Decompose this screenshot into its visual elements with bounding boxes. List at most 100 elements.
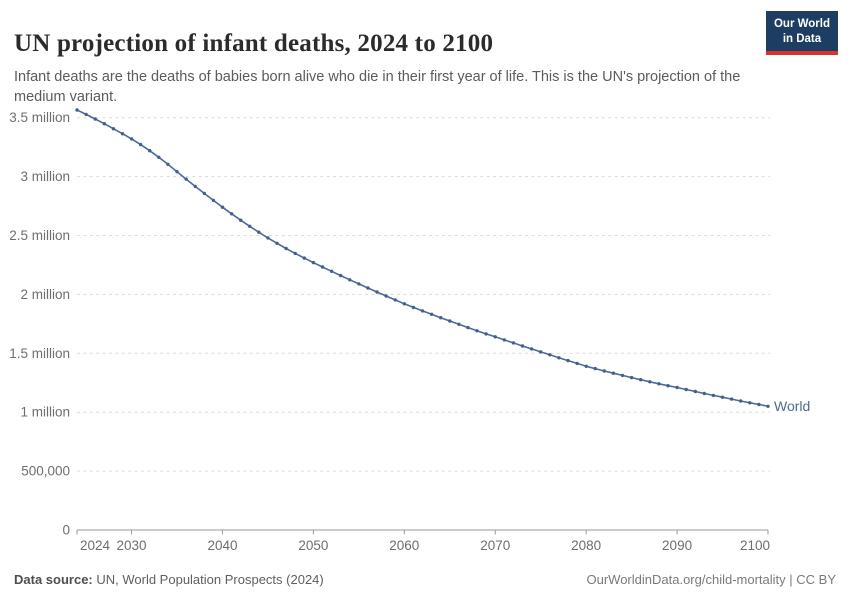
data-point[interactable] xyxy=(120,132,125,136)
data-point[interactable] xyxy=(366,286,370,290)
data-point[interactable] xyxy=(484,332,488,336)
data-point[interactable] xyxy=(529,347,534,351)
data-point[interactable] xyxy=(429,312,434,316)
data-point[interactable] xyxy=(329,269,334,273)
data-point[interactable] xyxy=(648,380,652,384)
data-point[interactable] xyxy=(211,198,216,203)
data-point[interactable] xyxy=(229,212,234,216)
data-point[interactable] xyxy=(666,384,670,388)
data-point[interactable] xyxy=(611,371,616,375)
data-point[interactable] xyxy=(511,341,516,345)
data-point[interactable] xyxy=(293,251,297,256)
y-axis-label: 1 million xyxy=(20,405,70,420)
data-source-text: UN, World Population Prospects (2024) xyxy=(92,572,324,587)
data-point[interactable] xyxy=(466,325,470,330)
data-point[interactable] xyxy=(739,399,743,403)
data-point[interactable] xyxy=(202,191,206,196)
data-point[interactable] xyxy=(166,162,170,166)
data-point[interactable] xyxy=(684,387,688,392)
data-point[interactable] xyxy=(639,378,643,382)
y-axis-label: 500,000 xyxy=(21,464,70,479)
data-point[interactable] xyxy=(402,302,406,306)
data-point[interactable] xyxy=(457,322,461,326)
data-point[interactable] xyxy=(766,404,770,408)
data-point[interactable] xyxy=(702,391,706,396)
owid-logo-line2: in Data xyxy=(782,33,822,46)
data-point[interactable] xyxy=(239,218,243,222)
x-axis-label: 2040 xyxy=(207,538,237,553)
data-point[interactable] xyxy=(475,329,479,333)
data-point[interactable] xyxy=(620,373,625,378)
data-point[interactable] xyxy=(320,265,325,269)
data-point[interactable] xyxy=(184,177,188,181)
page-title: UN projection of infant deaths, 2024 to … xyxy=(14,29,494,57)
data-point[interactable] xyxy=(657,382,661,386)
data-point[interactable] xyxy=(539,350,543,354)
data-point[interactable] xyxy=(129,137,134,141)
y-axis-label: 3.5 million xyxy=(9,110,70,125)
credit-link[interactable]: OurWorldinData.org/child-mortality | CC … xyxy=(586,572,837,587)
data-point[interactable] xyxy=(693,389,697,394)
world-line[interactable] xyxy=(76,109,769,408)
series-label-world[interactable]: World xyxy=(774,398,810,414)
data-point[interactable] xyxy=(357,282,361,286)
data-point[interactable] xyxy=(675,385,679,390)
data-point[interactable] xyxy=(138,142,143,147)
data-point[interactable] xyxy=(311,260,316,265)
data-point[interactable] xyxy=(375,290,379,294)
data-point[interactable] xyxy=(748,401,752,405)
data-point[interactable] xyxy=(584,364,588,368)
owid-logo[interactable]: Our World in Data xyxy=(765,11,838,56)
data-point[interactable] xyxy=(548,353,552,357)
data-point[interactable] xyxy=(502,338,506,342)
data-point[interactable] xyxy=(448,319,452,323)
data-point[interactable] xyxy=(729,397,734,401)
data-point[interactable] xyxy=(257,230,261,234)
data-point[interactable] xyxy=(411,305,416,310)
data-point[interactable] xyxy=(493,335,497,339)
data-point[interactable] xyxy=(193,184,197,189)
data-point[interactable] xyxy=(439,316,443,320)
data-point[interactable] xyxy=(84,112,88,117)
data-point[interactable] xyxy=(348,278,352,282)
x-axis-label: 2050 xyxy=(298,538,328,553)
x-axis-label: 2100 xyxy=(740,538,770,553)
x-axis-label: 2030 xyxy=(117,538,147,553)
data-point[interactable] xyxy=(520,344,525,348)
data-point[interactable] xyxy=(111,127,116,131)
data-point[interactable] xyxy=(720,395,725,399)
data-point[interactable] xyxy=(102,122,107,126)
data-point[interactable] xyxy=(248,224,252,228)
data-point[interactable] xyxy=(275,241,279,245)
chart-footer: Data source: UN, World Population Prospe… xyxy=(14,572,836,587)
data-point[interactable] xyxy=(711,393,716,398)
data-point[interactable] xyxy=(266,236,270,240)
data-point[interactable] xyxy=(157,155,161,159)
data-point[interactable] xyxy=(602,369,606,373)
x-axis-label: 2090 xyxy=(662,538,692,553)
y-axis-label: 2.5 million xyxy=(9,228,70,243)
data-point[interactable] xyxy=(566,358,570,363)
x-axis-label: 2024 xyxy=(80,538,111,553)
x-axis-label: 2070 xyxy=(480,538,510,553)
data-point[interactable] xyxy=(757,402,761,407)
data-point[interactable] xyxy=(220,205,225,209)
x-axis-label: 2060 xyxy=(389,538,419,553)
data-point[interactable] xyxy=(575,361,579,366)
data-point[interactable] xyxy=(75,108,79,112)
data-point[interactable] xyxy=(93,117,97,121)
data-point[interactable] xyxy=(420,309,425,313)
data-point[interactable] xyxy=(393,298,397,302)
data-point[interactable] xyxy=(339,273,343,278)
data-point[interactable] xyxy=(284,246,288,251)
data-point[interactable] xyxy=(148,149,152,153)
x-axis-label: 2080 xyxy=(571,538,601,553)
data-point[interactable] xyxy=(557,356,561,360)
data-point[interactable] xyxy=(384,294,388,298)
data-point[interactable] xyxy=(629,375,634,380)
data-point[interactable] xyxy=(302,256,306,260)
data-point[interactable] xyxy=(593,366,597,371)
data-point[interactable] xyxy=(175,170,179,174)
